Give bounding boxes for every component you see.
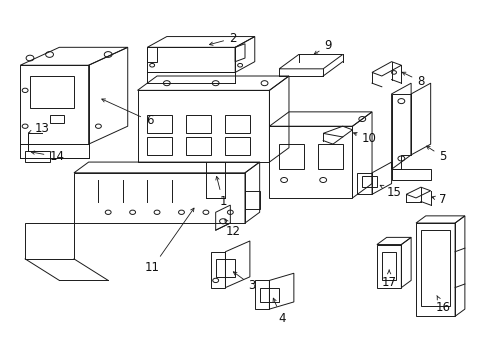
Text: 16: 16: [436, 296, 450, 314]
Text: 17: 17: [382, 270, 396, 289]
Text: 6: 6: [102, 99, 153, 127]
Text: 14: 14: [31, 150, 64, 163]
Text: 9: 9: [314, 39, 332, 54]
Text: 15: 15: [380, 185, 401, 199]
Text: 2: 2: [210, 32, 237, 45]
Text: 1: 1: [216, 176, 227, 208]
Text: 11: 11: [145, 208, 194, 274]
Text: 8: 8: [402, 72, 425, 88]
Text: 12: 12: [225, 219, 240, 238]
Text: 7: 7: [432, 193, 447, 206]
Text: 10: 10: [353, 132, 377, 145]
Text: 4: 4: [273, 298, 285, 325]
Text: 3: 3: [233, 272, 256, 292]
Text: 5: 5: [426, 146, 446, 163]
Text: 13: 13: [28, 122, 49, 135]
